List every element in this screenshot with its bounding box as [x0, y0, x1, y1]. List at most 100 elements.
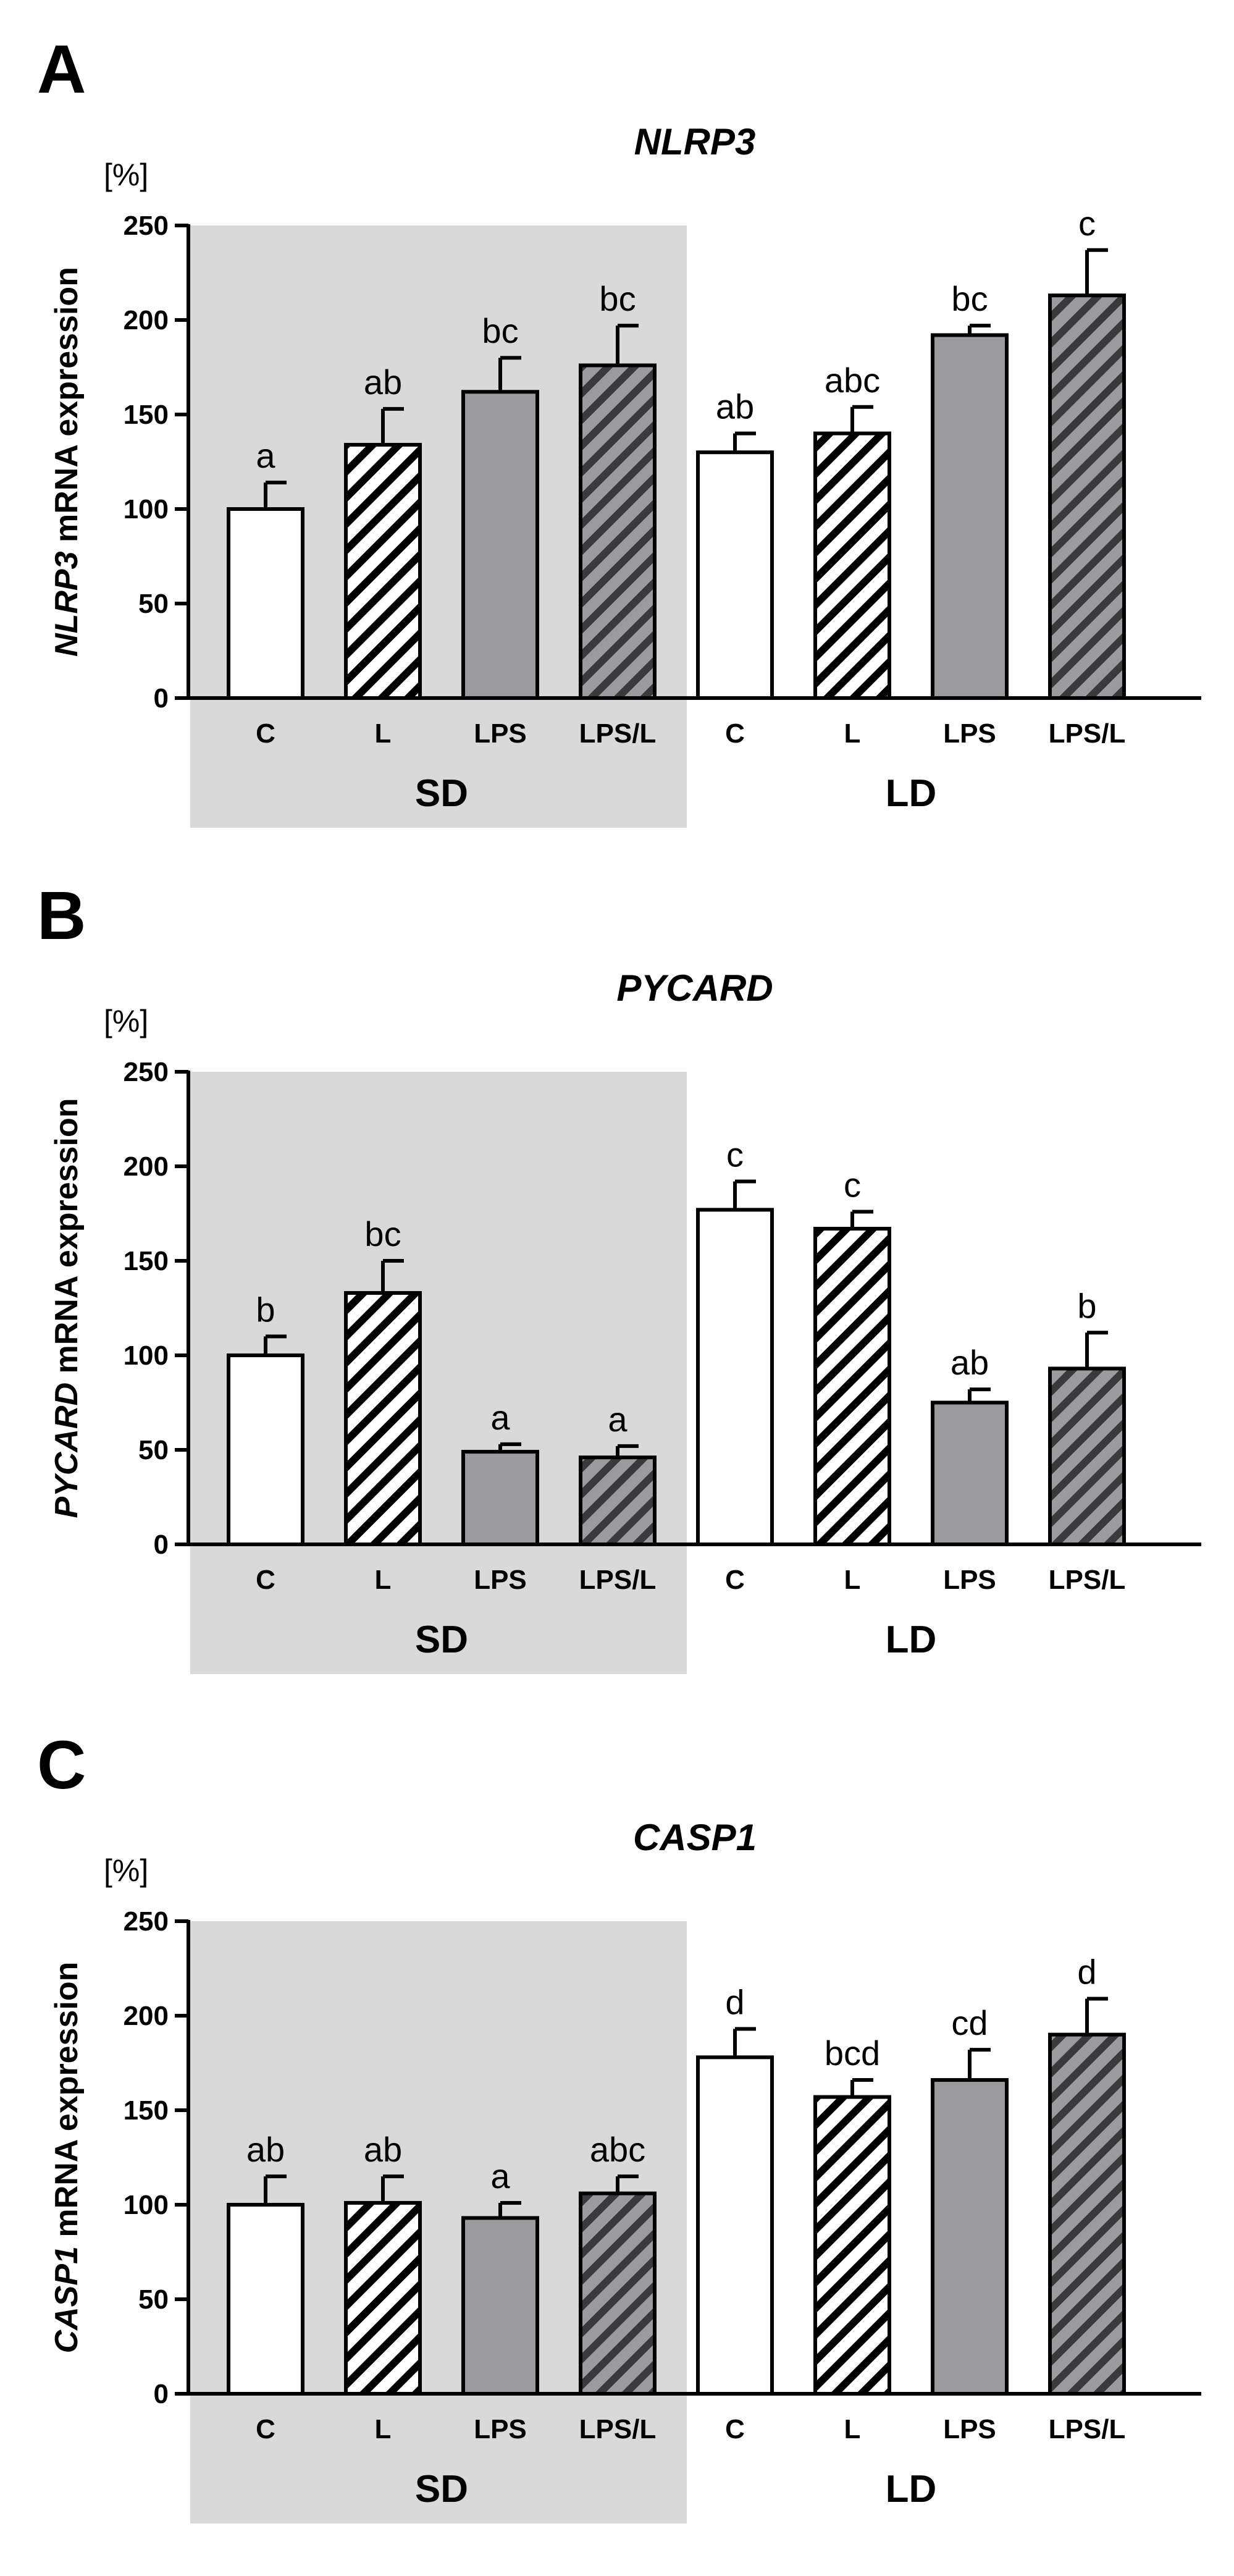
significance-label: bc — [951, 279, 988, 318]
significance-label: a — [490, 1398, 510, 1437]
chart-panel-b: B PYCARD [%] PYCARD mRNA expression 0 50 100 15… — [37, 878, 1201, 1674]
x-tick-label: LPS — [474, 1565, 527, 1595]
x-tick-label: C — [256, 2414, 275, 2444]
x-tick-label: C — [725, 1565, 745, 1595]
group-label: SD — [415, 2468, 468, 2511]
group-label: LD — [886, 2468, 937, 2511]
significance-label: bcd — [825, 2034, 880, 2073]
x-tick-label: LPS — [474, 2414, 527, 2444]
bar — [344, 2200, 422, 2396]
y-tick-label: 0 — [154, 1530, 169, 1560]
group-label: SD — [415, 1618, 468, 1661]
y-tick-label: 250 — [124, 1906, 169, 1937]
significance-label: bc — [599, 279, 636, 318]
bar — [931, 333, 1009, 700]
group-label: LD — [886, 772, 937, 815]
group-label: LD — [886, 1618, 937, 1661]
bar — [931, 1400, 1009, 1546]
axis-unit: [%] — [104, 158, 148, 192]
chart-title: CASP1 — [633, 1817, 757, 1858]
x-tick-label: C — [725, 2414, 745, 2444]
x-tick-label: LPS — [943, 2414, 996, 2444]
bar — [579, 363, 657, 700]
y-tick-label: 50 — [138, 2284, 169, 2315]
x-tick-label: LPS — [474, 718, 527, 749]
significance-label: c — [726, 1135, 744, 1174]
significance-label: c — [1078, 204, 1096, 243]
y-axis-label: CASP1 mRNA expression — [49, 1962, 85, 2354]
y-axis-label: PYCARD mRNA expression — [49, 1098, 85, 1518]
x-tick-label: L — [375, 1565, 392, 1595]
significance-label: ab — [951, 1343, 989, 1382]
x-tick-label: LPS/L — [1049, 2414, 1126, 2444]
significance-label: d — [1077, 1952, 1096, 1991]
x-tick-label: LPS — [943, 1565, 996, 1595]
bar — [696, 1208, 774, 1546]
bar — [813, 431, 891, 700]
y-tick-label: 200 — [124, 305, 169, 335]
bar — [1048, 293, 1126, 701]
x-tick-label: LPS/L — [1049, 718, 1126, 749]
y-axis-label-gene: PYCARD — [49, 1383, 85, 1518]
bar — [461, 1450, 539, 1547]
axis-unit: [%] — [104, 1853, 148, 1888]
panel-letter: C — [37, 1727, 86, 1803]
y-tick-label: 250 — [124, 1057, 169, 1087]
significance-label: ab — [364, 363, 402, 402]
y-axis-label-gene: CASP1 — [49, 2246, 85, 2353]
panel-letter: A — [37, 32, 86, 107]
y-tick-label: 200 — [124, 2001, 169, 2031]
bar — [461, 390, 539, 701]
significance-label: ab — [246, 2130, 285, 2169]
x-tick-label: L — [375, 718, 392, 749]
y-tick-label: 100 — [124, 2190, 169, 2220]
y-tick-label: 0 — [154, 2379, 169, 2409]
bar — [344, 442, 422, 701]
bar — [1048, 1366, 1126, 1546]
panel-letter: B — [37, 878, 86, 954]
significance-label: a — [608, 1400, 627, 1439]
y-tick-label: 250 — [124, 211, 169, 241]
y-tick-label: 50 — [138, 1435, 169, 1465]
bar — [696, 2055, 774, 2396]
y-axis-label-text: mRNA expression — [49, 1962, 85, 2246]
bar — [227, 1353, 304, 1546]
x-tick-label: C — [725, 718, 745, 749]
bar — [579, 1455, 657, 1546]
x-tick-label: LPS/L — [579, 2414, 657, 2444]
x-tick-label: LPS/L — [579, 1565, 657, 1595]
bar — [813, 1226, 891, 1546]
bar — [227, 2203, 304, 2396]
bar — [696, 450, 774, 700]
bar — [579, 2191, 657, 2396]
significance-label: abc — [590, 2130, 645, 2169]
x-tick-label: L — [844, 1565, 861, 1595]
y-axis-label-gene: NLRP3 — [49, 551, 85, 657]
x-tick-label: LPS/L — [1049, 1565, 1126, 1595]
significance-label: ab — [716, 387, 754, 426]
bar — [344, 1291, 422, 1547]
x-tick-label: LPS/L — [579, 718, 657, 749]
y-tick-label: 0 — [154, 683, 169, 713]
y-tick-label: 50 — [138, 589, 169, 619]
significance-label: abc — [825, 361, 880, 400]
bar — [461, 2216, 539, 2396]
significance-label: d — [725, 1982, 744, 2021]
bar — [227, 507, 304, 700]
chart-panel-c: C CASP1 [%] CASP1 mRNA expression 0 50 100 150 2… — [37, 1727, 1201, 2523]
x-tick-label: LPS — [943, 718, 996, 749]
significance-label: bc — [364, 1214, 401, 1253]
bar — [813, 2095, 891, 2396]
significance-label: b — [256, 1290, 275, 1329]
x-tick-label: L — [844, 718, 861, 749]
x-tick-label: L — [844, 2414, 861, 2444]
y-axis-label: NLRP3 mRNA expression — [49, 267, 85, 657]
significance-label: cd — [951, 2003, 988, 2042]
axis-unit: [%] — [104, 1004, 148, 1038]
significance-label: bc — [482, 311, 518, 350]
significance-label: ab — [364, 2130, 402, 2169]
chart-title: PYCARD — [616, 967, 773, 1009]
x-tick-label: C — [256, 1565, 275, 1595]
y-tick-label: 150 — [124, 400, 169, 430]
